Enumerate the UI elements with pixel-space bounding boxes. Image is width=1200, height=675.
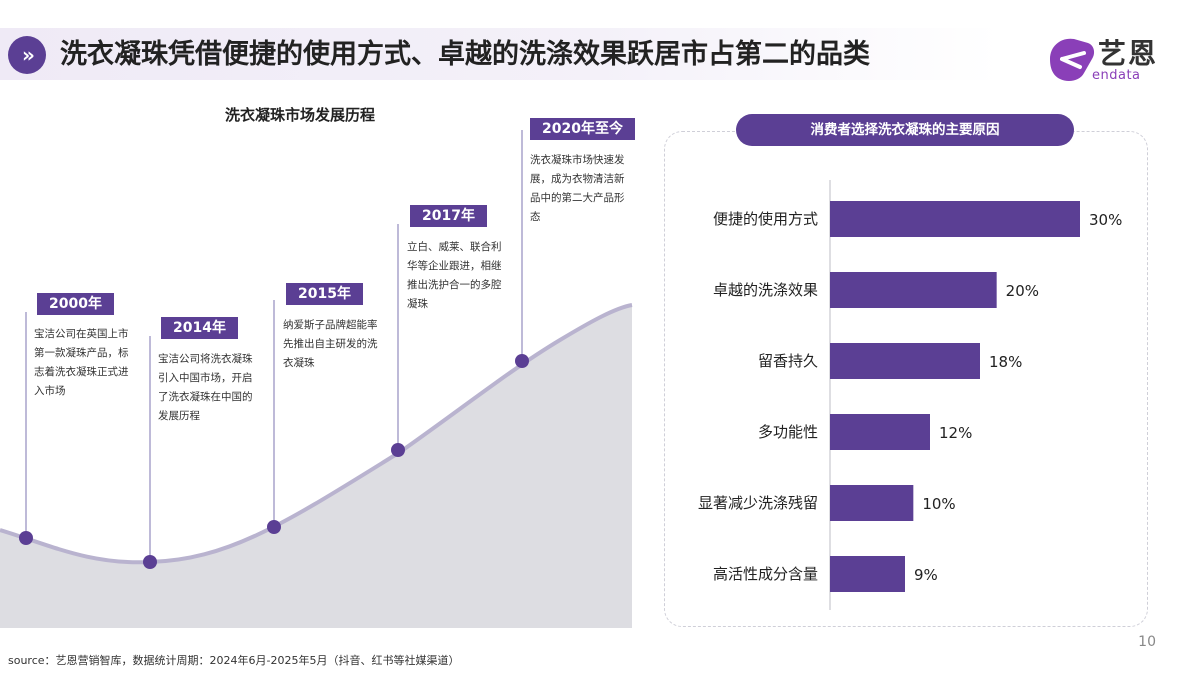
milestone-dot [19, 531, 33, 545]
logo-subtitle: endata [1092, 68, 1141, 83]
milestone-desc-2017: 立白、威莱、联合利华等企业跟进，相继推出洗护合一的多腔凝珠 [407, 241, 502, 310]
chevron-right-icon: » [8, 36, 46, 74]
bar-category-label: 留香持久 [758, 352, 818, 370]
timeline-title: 洗衣凝珠市场发展历程 [224, 106, 375, 124]
bar [830, 201, 1080, 237]
header-bar [0, 28, 1000, 80]
bar-category-label: 便捷的使用方式 [713, 210, 818, 228]
milestone-year-2020: 2020年至今 [530, 118, 635, 140]
bar [830, 414, 930, 450]
page-title: 洗衣凝珠凭借便捷的使用方式、卓越的洗涤效果跃居市占第二的品类 [60, 39, 870, 70]
endata-logo-icon [1050, 38, 1095, 81]
bar-value-label: 18% [989, 353, 1022, 371]
bar-value-label: 10% [922, 495, 955, 513]
milestone-dot [143, 555, 157, 569]
bar-category-label: 多功能性 [758, 423, 818, 441]
milestone-dot [515, 354, 529, 368]
timeline-curve [0, 130, 633, 628]
milestone-year-2015: 2015年 [286, 283, 363, 305]
milestone-year-2017: 2017年 [410, 205, 487, 227]
source-note: source：艺恩营销智库，数据统计周期：2024年6月-2025年5月（抖音、… [8, 654, 460, 667]
bar-category-label: 卓越的洗涤效果 [713, 281, 818, 299]
bar-value-label: 9% [914, 566, 938, 584]
milestone-desc-2000: 宝洁公司在英国上市第一款凝珠产品，标志着洗衣凝珠正式进入市场 [34, 328, 129, 397]
bar [830, 485, 914, 521]
milestone-desc-2020: 洗衣凝珠市场快速发展，成为衣物清洁新品中的第二大产品形态 [530, 154, 625, 223]
reasons-bar-chart: 便捷的使用方式 30% 卓越的洗涤效果 20% 留香持久 18% 多功能性 12% 显著减少洗涤… [698, 180, 1122, 610]
milestone-dot [391, 443, 405, 457]
bar-category-label: 显著减少洗涤残留 [698, 494, 818, 512]
bar [830, 556, 905, 592]
chart-title: 消费者选择洗衣凝珠的主要原因 [736, 114, 1074, 146]
milestone-desc-2014: 宝洁公司将洗衣凝珠引入中国市场，开启了洗衣凝珠在中国的发展历程 [158, 353, 253, 422]
milestone-desc-2015: 纳爱斯子品牌超能率先推出自主研发的洗衣凝珠 [283, 319, 378, 369]
bar-value-label: 12% [939, 424, 972, 442]
milestone-year-2014: 2014年 [161, 317, 238, 339]
bar [830, 272, 997, 308]
page-number: 10 [1138, 634, 1156, 650]
bar-value-label: 20% [1006, 282, 1039, 300]
bar-category-label: 高活性成分含量 [713, 565, 818, 583]
logo-name: 艺恩 [1098, 37, 1159, 70]
bar-value-label: 30% [1089, 211, 1122, 229]
bar [830, 343, 980, 379]
milestone-year-2000: 2000年 [37, 293, 114, 315]
milestone-dot [267, 520, 281, 534]
